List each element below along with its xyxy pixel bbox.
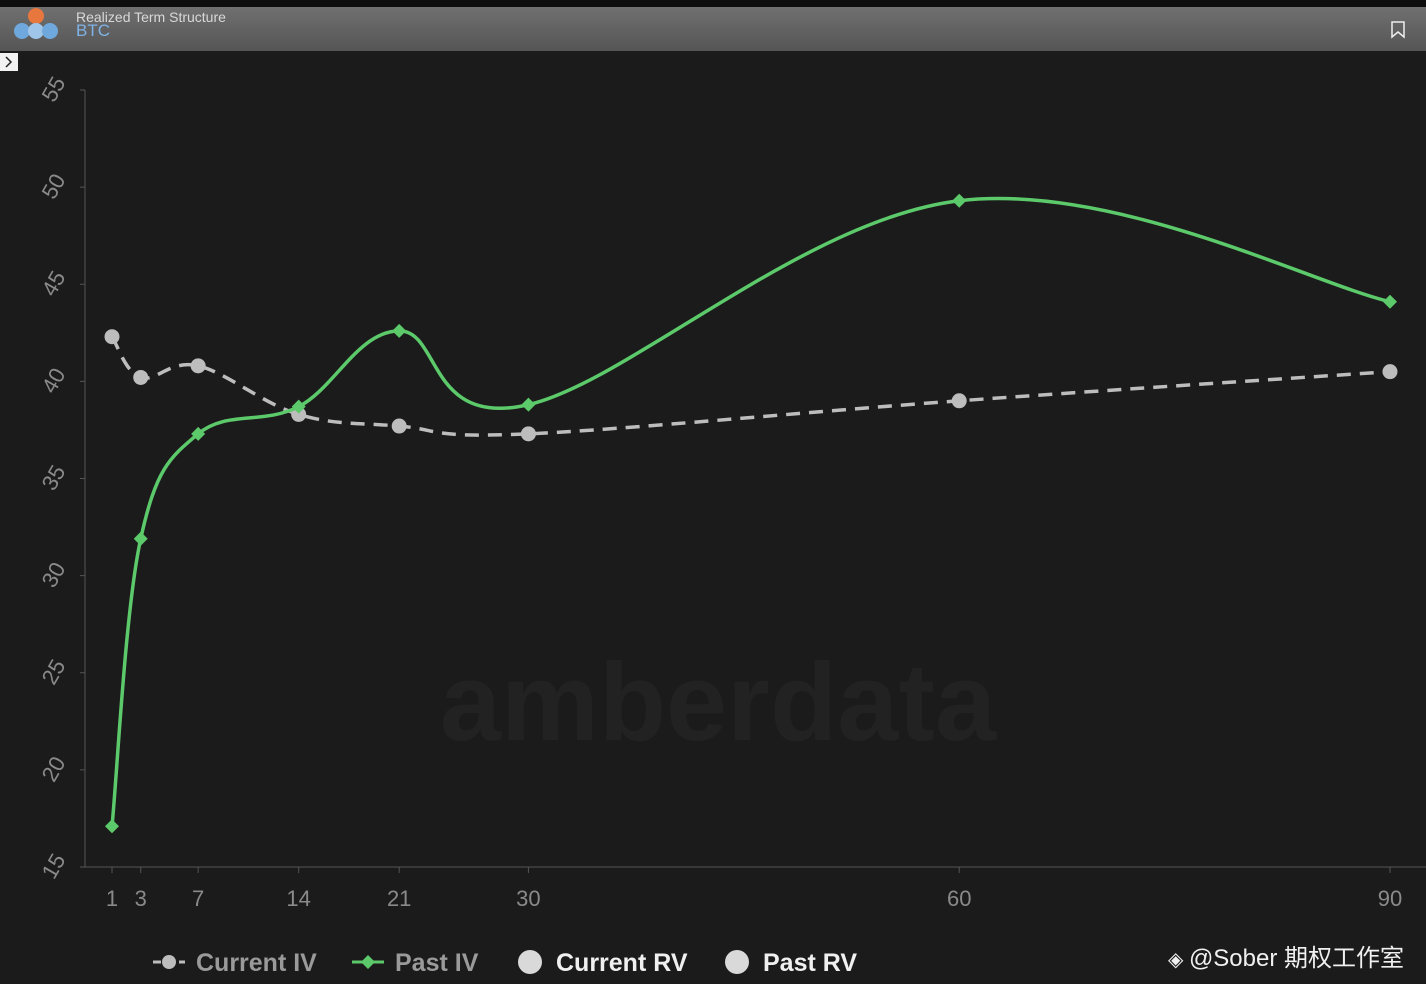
diamond-marker: [392, 323, 407, 338]
bookmark-icon[interactable]: [1391, 21, 1405, 39]
series-line: [110, 335, 1391, 437]
circle-marker: [133, 369, 149, 385]
x-tick-label: 14: [286, 886, 310, 911]
circle-marker: [951, 393, 967, 409]
circle-marker: [1382, 364, 1398, 380]
diamond-marker: [133, 531, 148, 546]
x-tick-label: 60: [947, 886, 971, 911]
x-tick-label: 30: [516, 886, 540, 911]
circle-marker: [190, 358, 206, 374]
circle-marker: [291, 406, 307, 422]
top-strip: [0, 0, 1426, 7]
header-title: Realized Term Structure: [76, 9, 226, 25]
x-tick-label: 21: [387, 886, 411, 911]
legend-label: Current IV: [196, 949, 317, 977]
diamond-marker: [1383, 294, 1397, 309]
diamond-marker: [291, 399, 306, 414]
legend-item[interactable]: Past IV: [352, 949, 479, 977]
circle-marker: [162, 955, 176, 969]
legend-label: Past RV: [763, 949, 857, 977]
diamond-marker: [952, 193, 967, 208]
footer-icon: ◈: [1168, 949, 1189, 971]
legend-item[interactable]: Past RV: [725, 949, 857, 977]
legend-label: Past IV: [395, 949, 479, 977]
legend-swatch: [518, 950, 542, 974]
legend-item[interactable]: Current RV: [518, 949, 688, 977]
x-tick-label: 90: [1378, 886, 1402, 911]
circle-marker: [391, 418, 407, 434]
header-subtitle: BTC: [76, 21, 110, 40]
x-tick-label: 1: [106, 886, 118, 911]
legend-swatch: [725, 950, 749, 974]
circle-marker: [104, 329, 120, 345]
diamond-marker: [521, 397, 536, 412]
legend: Current IV Past IV Current RV Past RV: [153, 949, 857, 977]
diamond-marker: [361, 955, 375, 969]
expand-button[interactable]: [0, 53, 18, 71]
legend-label: Current RV: [556, 949, 688, 977]
footer-text: @Sober 期权工作室: [1189, 945, 1404, 972]
x-tick-label: 3: [135, 886, 147, 911]
footer-credit: ◈ @Sober 期权工作室: [1168, 945, 1404, 972]
diamond-marker: [191, 426, 206, 441]
header-bar: [0, 7, 1426, 51]
legend-item[interactable]: Current IV: [153, 949, 317, 977]
expand-icon: [5, 56, 13, 68]
logo: [14, 8, 58, 39]
diamond-marker: [105, 819, 119, 834]
x-tick-label: 7: [192, 886, 204, 911]
circle-marker: [520, 426, 536, 442]
watermark: amberdata: [440, 641, 997, 764]
